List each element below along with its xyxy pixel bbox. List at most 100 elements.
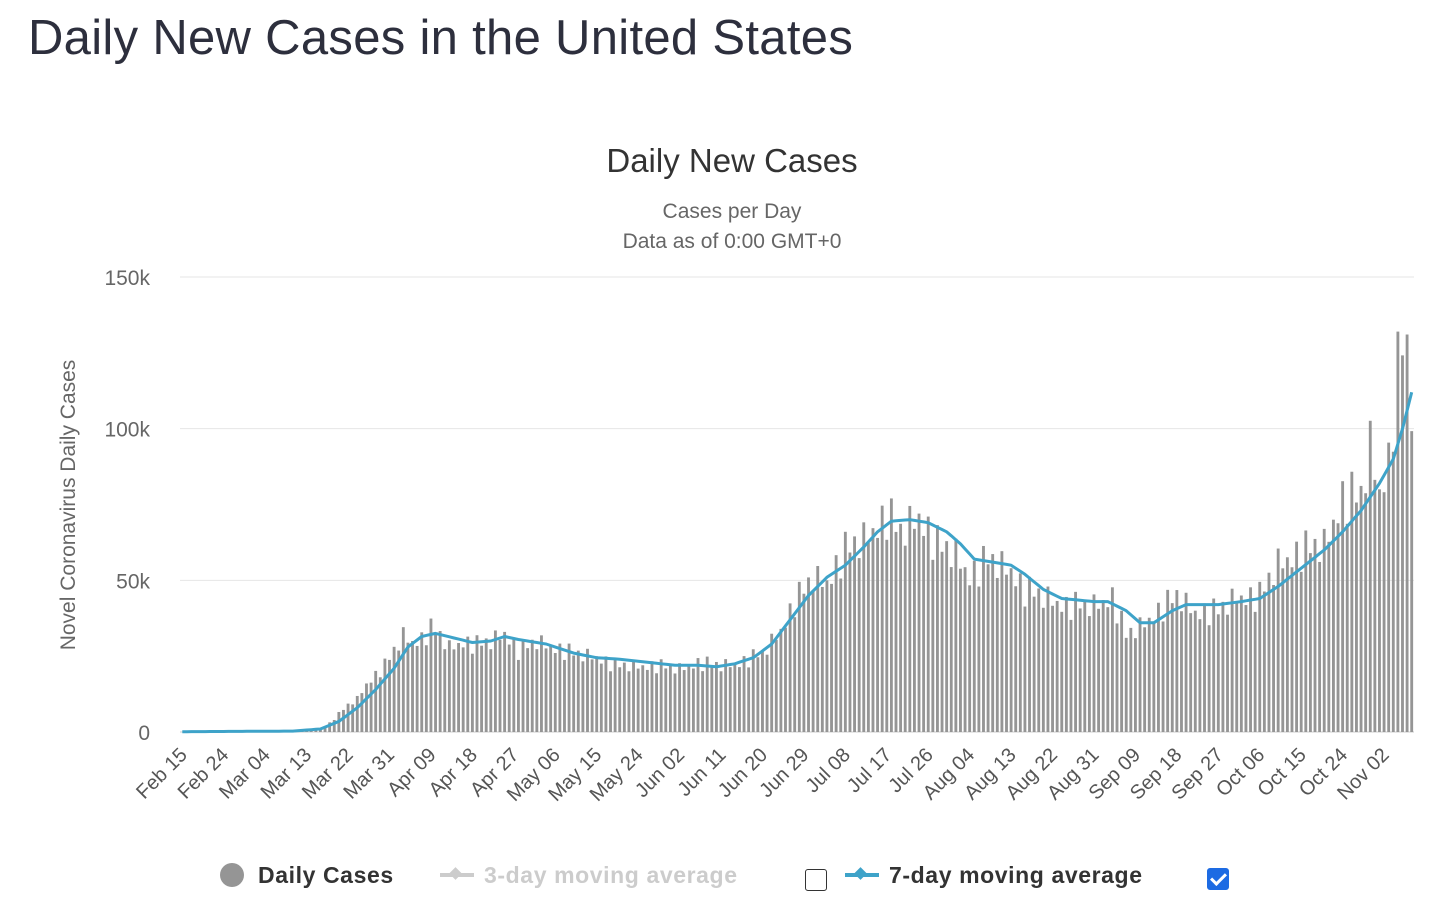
- daily-bar: [411, 641, 414, 732]
- daily-bar: [1387, 442, 1391, 732]
- y-axis-ticks: 0 50k 100k 150k: [104, 267, 150, 745]
- daily-cases-bars: [185, 331, 1414, 732]
- daily-bar: [1110, 587, 1114, 732]
- daily-bar: [1272, 585, 1275, 732]
- daily-bar: [1064, 596, 1068, 732]
- daily-bar: [922, 535, 926, 732]
- daily-bar: [687, 665, 691, 732]
- daily-bar: [650, 661, 654, 732]
- daily-bar: [1198, 619, 1202, 732]
- daily-bar: [1037, 588, 1041, 732]
- daily-bar: [558, 643, 562, 732]
- daily-bar: [1405, 334, 1409, 732]
- daily-bar: [563, 659, 566, 732]
- daily-bar: [360, 693, 364, 732]
- daily-bar: [1373, 479, 1377, 732]
- daily-bar: [1166, 589, 1170, 732]
- daily-bar: [664, 668, 668, 732]
- daily-bar: [521, 639, 525, 732]
- daily-bar: [1115, 623, 1119, 732]
- legend-3day-average-label: 3-day moving average: [484, 861, 738, 888]
- daily-bar: [1051, 605, 1054, 732]
- daily-bar: [641, 665, 645, 732]
- chart-title: Daily New Cases: [606, 142, 857, 179]
- daily-bar: [1258, 581, 1262, 732]
- page-title: Daily New Cases in the United States: [28, 11, 854, 65]
- daily-bar: [825, 580, 829, 732]
- daily-bar: [1161, 621, 1165, 732]
- daily-bar: [420, 632, 424, 732]
- daily-bar: [1345, 523, 1349, 732]
- daily-bar: [498, 639, 502, 732]
- legend-daily-cases[interactable]: Daily Cases: [220, 857, 394, 893]
- daily-bar: [484, 638, 488, 732]
- daily-bar: [1299, 571, 1303, 732]
- daily-bar: [866, 542, 870, 732]
- daily-bar: [659, 659, 663, 732]
- daily-bar: [622, 662, 626, 732]
- daily-bar: [512, 638, 516, 732]
- daily-bar: [1290, 567, 1294, 732]
- y-tick-label: 50k: [116, 570, 150, 593]
- daily-bar: [668, 664, 672, 732]
- daily-bar: [756, 657, 760, 732]
- daily-bar: [853, 536, 856, 732]
- daily-bar: [945, 541, 949, 732]
- daily-bar: [784, 627, 787, 732]
- daily-bar: [489, 649, 493, 732]
- daily-bar: [1009, 568, 1013, 732]
- daily-bar: [793, 617, 797, 732]
- daily-bar: [328, 722, 332, 732]
- daily-bar: [820, 586, 824, 732]
- legend-3day-average[interactable]: 3-day moving average: [440, 857, 738, 893]
- daily-bar: [719, 671, 723, 732]
- daily-bar: [949, 567, 953, 732]
- daily-bar: [1046, 586, 1050, 732]
- daily-bar: [807, 577, 810, 732]
- daily-bar: [1170, 603, 1174, 732]
- y-tick-label: 100k: [104, 419, 150, 442]
- daily-bar: [447, 640, 451, 732]
- daily-bar: [1041, 607, 1045, 732]
- daily-bar: [581, 661, 585, 732]
- daily-bar: [1175, 590, 1179, 732]
- daily-bar: [682, 670, 686, 732]
- daily-bar: [1331, 519, 1335, 732]
- daily-bar: [816, 566, 820, 732]
- daily-bar: [1230, 588, 1234, 732]
- daily-bar: [1106, 607, 1110, 732]
- daily-bar: [480, 645, 484, 732]
- daily-bar: [461, 647, 465, 732]
- daily-bar: [1267, 572, 1271, 732]
- daily-bar: [811, 591, 815, 732]
- daily-bar: [540, 635, 543, 732]
- daily-bar: [1364, 493, 1368, 732]
- daily-bar: [355, 695, 359, 732]
- daily-bar: [710, 666, 714, 732]
- ma7-checkbox[interactable]: [1207, 868, 1229, 890]
- daily-bar: [645, 669, 649, 732]
- daily-bar: [972, 560, 976, 732]
- daily-bar: [507, 644, 511, 732]
- daily-bar: [323, 726, 327, 732]
- y-tick-label: 0: [138, 722, 150, 745]
- daily-bar: [977, 586, 981, 732]
- daily-bar: [434, 634, 437, 732]
- daily-bar: [751, 649, 755, 732]
- line-marker-icon: [845, 873, 879, 877]
- daily-bar: [1143, 627, 1147, 732]
- daily-bar: [986, 564, 990, 732]
- daily-bar: [655, 673, 658, 732]
- daily-bar: [549, 645, 553, 732]
- daily-bar: [553, 653, 557, 732]
- ma3-checkbox[interactable]: [805, 869, 827, 891]
- daily-bar: [880, 505, 884, 732]
- daily-bar: [1005, 574, 1008, 732]
- daily-bar: [1281, 568, 1285, 732]
- daily-bar: [1180, 611, 1183, 732]
- daily-bar: [936, 525, 939, 732]
- daily-bar: [770, 633, 774, 732]
- legend-7day-average[interactable]: 7-day moving average: [845, 857, 1143, 893]
- daily-bar: [728, 667, 732, 732]
